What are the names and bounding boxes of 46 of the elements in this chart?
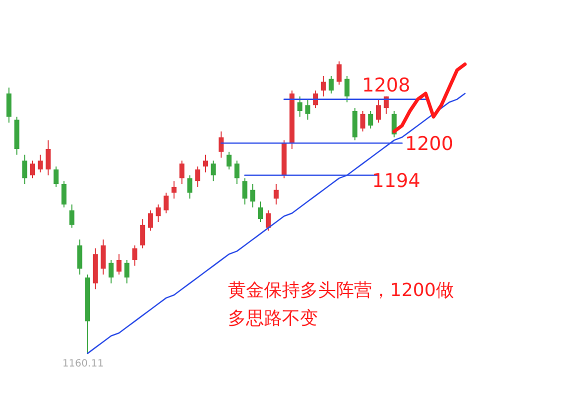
annotation: 1160.11	[62, 358, 104, 370]
candlestick	[274, 184, 279, 205]
annotation: 1208	[362, 74, 410, 96]
candlestick	[297, 96, 302, 118]
candlestick	[234, 160, 240, 185]
candlestick	[172, 180, 177, 200]
candlestick	[195, 166, 200, 188]
candlestick	[218, 130, 224, 158]
candlestick	[179, 160, 184, 185]
candlestick	[242, 178, 248, 205]
candlestick	[148, 210, 153, 232]
candlestick	[202, 154, 208, 173]
candlestick	[140, 218, 146, 249]
candlestick	[108, 259, 114, 284]
candlestick	[258, 201, 264, 222]
candlestick	[54, 166, 59, 188]
candlestick	[250, 184, 256, 208]
candlestick	[116, 254, 122, 276]
candlestick	[100, 239, 106, 276]
candlestick	[360, 110, 366, 132]
candlestick	[376, 98, 381, 124]
candlestick	[132, 244, 138, 266]
candlestick	[61, 180, 66, 208]
candlestick	[266, 210, 271, 232]
candlestick	[305, 98, 310, 120]
annotation: 1194	[372, 170, 420, 192]
annotation: 1200	[405, 133, 454, 155]
candlestick	[30, 160, 36, 179]
candlestick	[336, 60, 342, 86]
candlestick	[69, 204, 74, 228]
candlestick	[38, 154, 43, 173]
candlestick	[210, 160, 216, 182]
candlestick	[187, 174, 192, 200]
candlestick	[164, 192, 169, 214]
candlestick	[368, 110, 374, 130]
candlestick	[226, 151, 232, 170]
annotation: 黄金保持多头阵营，1200做多思路不变	[228, 280, 454, 329]
candlestick	[77, 239, 82, 276]
candlestick	[320, 75, 326, 97]
candlestick	[344, 75, 350, 103]
candlestick	[328, 75, 334, 94]
candlestick	[46, 140, 51, 176]
candlestick	[156, 204, 161, 222]
candlestick	[6, 87, 12, 124]
candlestick	[22, 154, 28, 185]
candlestick	[124, 259, 130, 284]
